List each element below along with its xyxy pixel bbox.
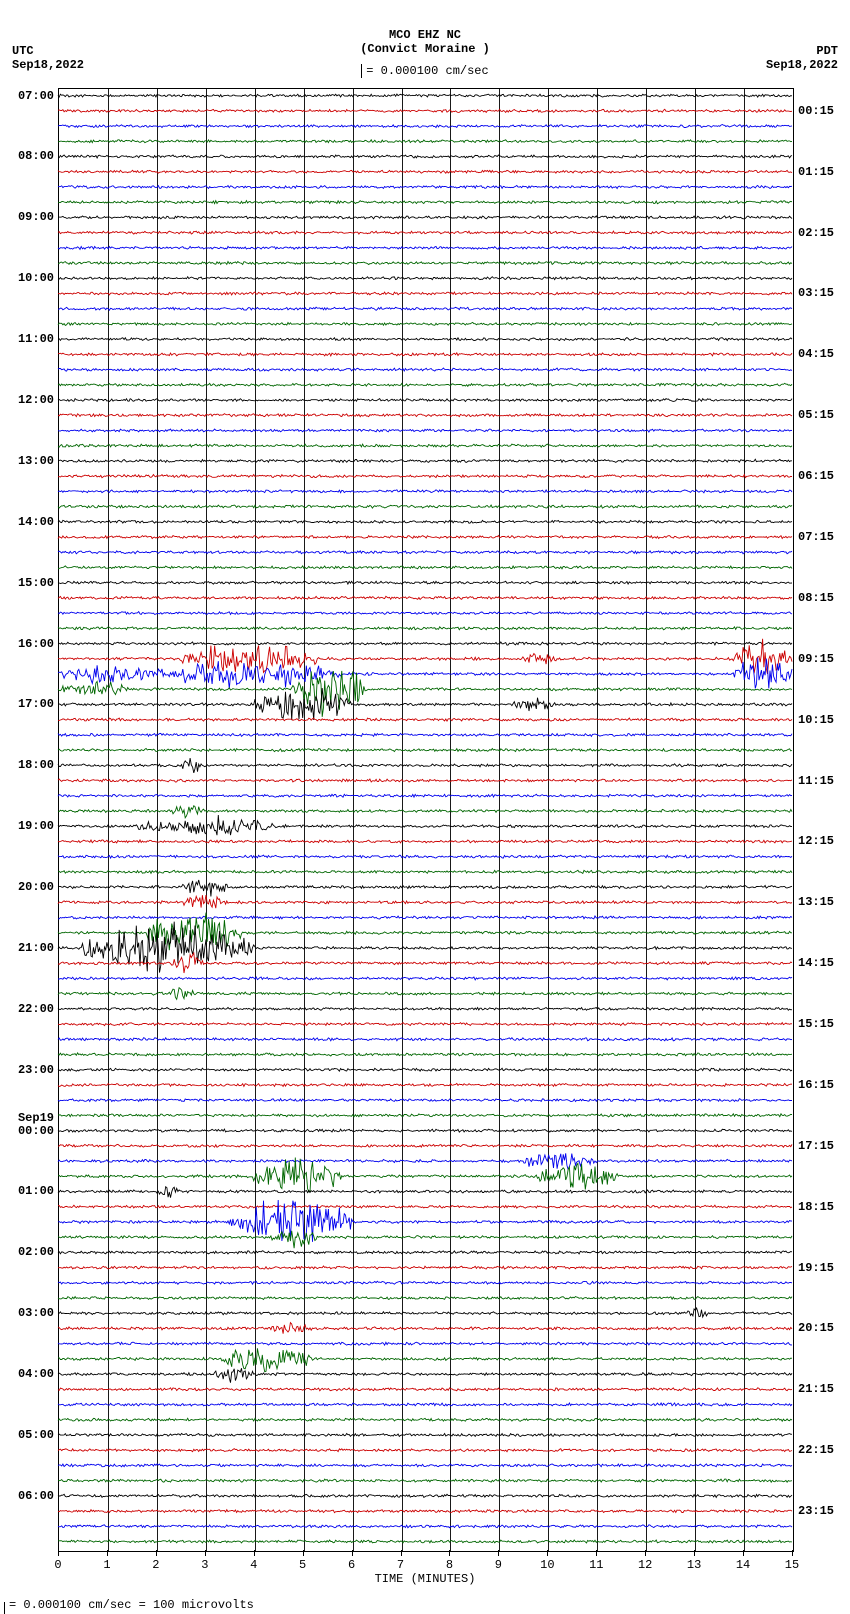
pdt-hour-label: 13:15 xyxy=(798,895,834,909)
utc-hour-label: 04:00 xyxy=(18,1367,54,1381)
pdt-hour-label: 17:15 xyxy=(798,1139,834,1153)
pdt-hour-label: 06:15 xyxy=(798,469,834,483)
utc-hour-label: 05:00 xyxy=(18,1428,54,1442)
utc-hour-label: 01:00 xyxy=(18,1184,54,1198)
utc-hour-label: 23:00 xyxy=(18,1063,54,1077)
pdt-hour-label: 09:15 xyxy=(798,652,834,666)
utc-hour-label: 07:00 xyxy=(18,89,54,103)
utc-hour-label: 02:00 xyxy=(18,1245,54,1259)
utc-hour-label: 06:00 xyxy=(18,1489,54,1503)
pdt-hour-label: 16:15 xyxy=(798,1078,834,1092)
utc-hour-label: 17:00 xyxy=(18,697,54,711)
utc-hour-label: 18:00 xyxy=(18,758,54,772)
pdt-hour-label: 12:15 xyxy=(798,834,834,848)
pdt-hour-label: 03:15 xyxy=(798,286,834,300)
utc-hour-label: 19:00 xyxy=(18,819,54,833)
seismic-trace xyxy=(0,0,850,1613)
utc-hour-label: 16:00 xyxy=(18,637,54,651)
utc-hour-label: 21:00 xyxy=(18,941,54,955)
pdt-hour-label: 08:15 xyxy=(798,591,834,605)
pdt-hour-label: 04:15 xyxy=(798,347,834,361)
pdt-hour-label: 20:15 xyxy=(798,1321,834,1335)
pdt-hour-label: 22:15 xyxy=(798,1443,834,1457)
pdt-hour-label: 11:15 xyxy=(798,774,834,788)
pdt-hour-label: 21:15 xyxy=(798,1382,834,1396)
utc-hour-label: 13:00 xyxy=(18,454,54,468)
utc-hour-label: 20:00 xyxy=(18,880,54,894)
pdt-hour-label: 00:15 xyxy=(798,104,834,118)
utc-hour-label: 09:00 xyxy=(18,210,54,224)
pdt-hour-label: 23:15 xyxy=(798,1504,834,1518)
pdt-hour-label: 10:15 xyxy=(798,713,834,727)
pdt-hour-label: 15:15 xyxy=(798,1017,834,1031)
utc-hour-label: 12:00 xyxy=(18,393,54,407)
utc-hour-label: 00:00 xyxy=(18,1124,54,1138)
pdt-hour-label: 01:15 xyxy=(798,165,834,179)
pdt-hour-label: 18:15 xyxy=(798,1200,834,1214)
utc-hour-label: 03:00 xyxy=(18,1306,54,1320)
pdt-hour-label: 19:15 xyxy=(798,1261,834,1275)
pdt-hour-label: 05:15 xyxy=(798,408,834,422)
utc-hour-label: 11:00 xyxy=(18,332,54,346)
utc-hour-label: 22:00 xyxy=(18,1002,54,1016)
utc-hour-label: 08:00 xyxy=(18,149,54,163)
utc-hour-label: 14:00 xyxy=(18,515,54,529)
pdt-hour-label: 07:15 xyxy=(798,530,834,544)
utc-hour-label: 10:00 xyxy=(18,271,54,285)
seismogram-chart: MCO EHZ NC (Convict Moraine ) = 0.000100… xyxy=(0,0,850,1613)
pdt-hour-label: 14:15 xyxy=(798,956,834,970)
utc-hour-label: 15:00 xyxy=(18,576,54,590)
day-break-label: Sep19 xyxy=(18,1111,54,1125)
pdt-hour-label: 02:15 xyxy=(798,226,834,240)
